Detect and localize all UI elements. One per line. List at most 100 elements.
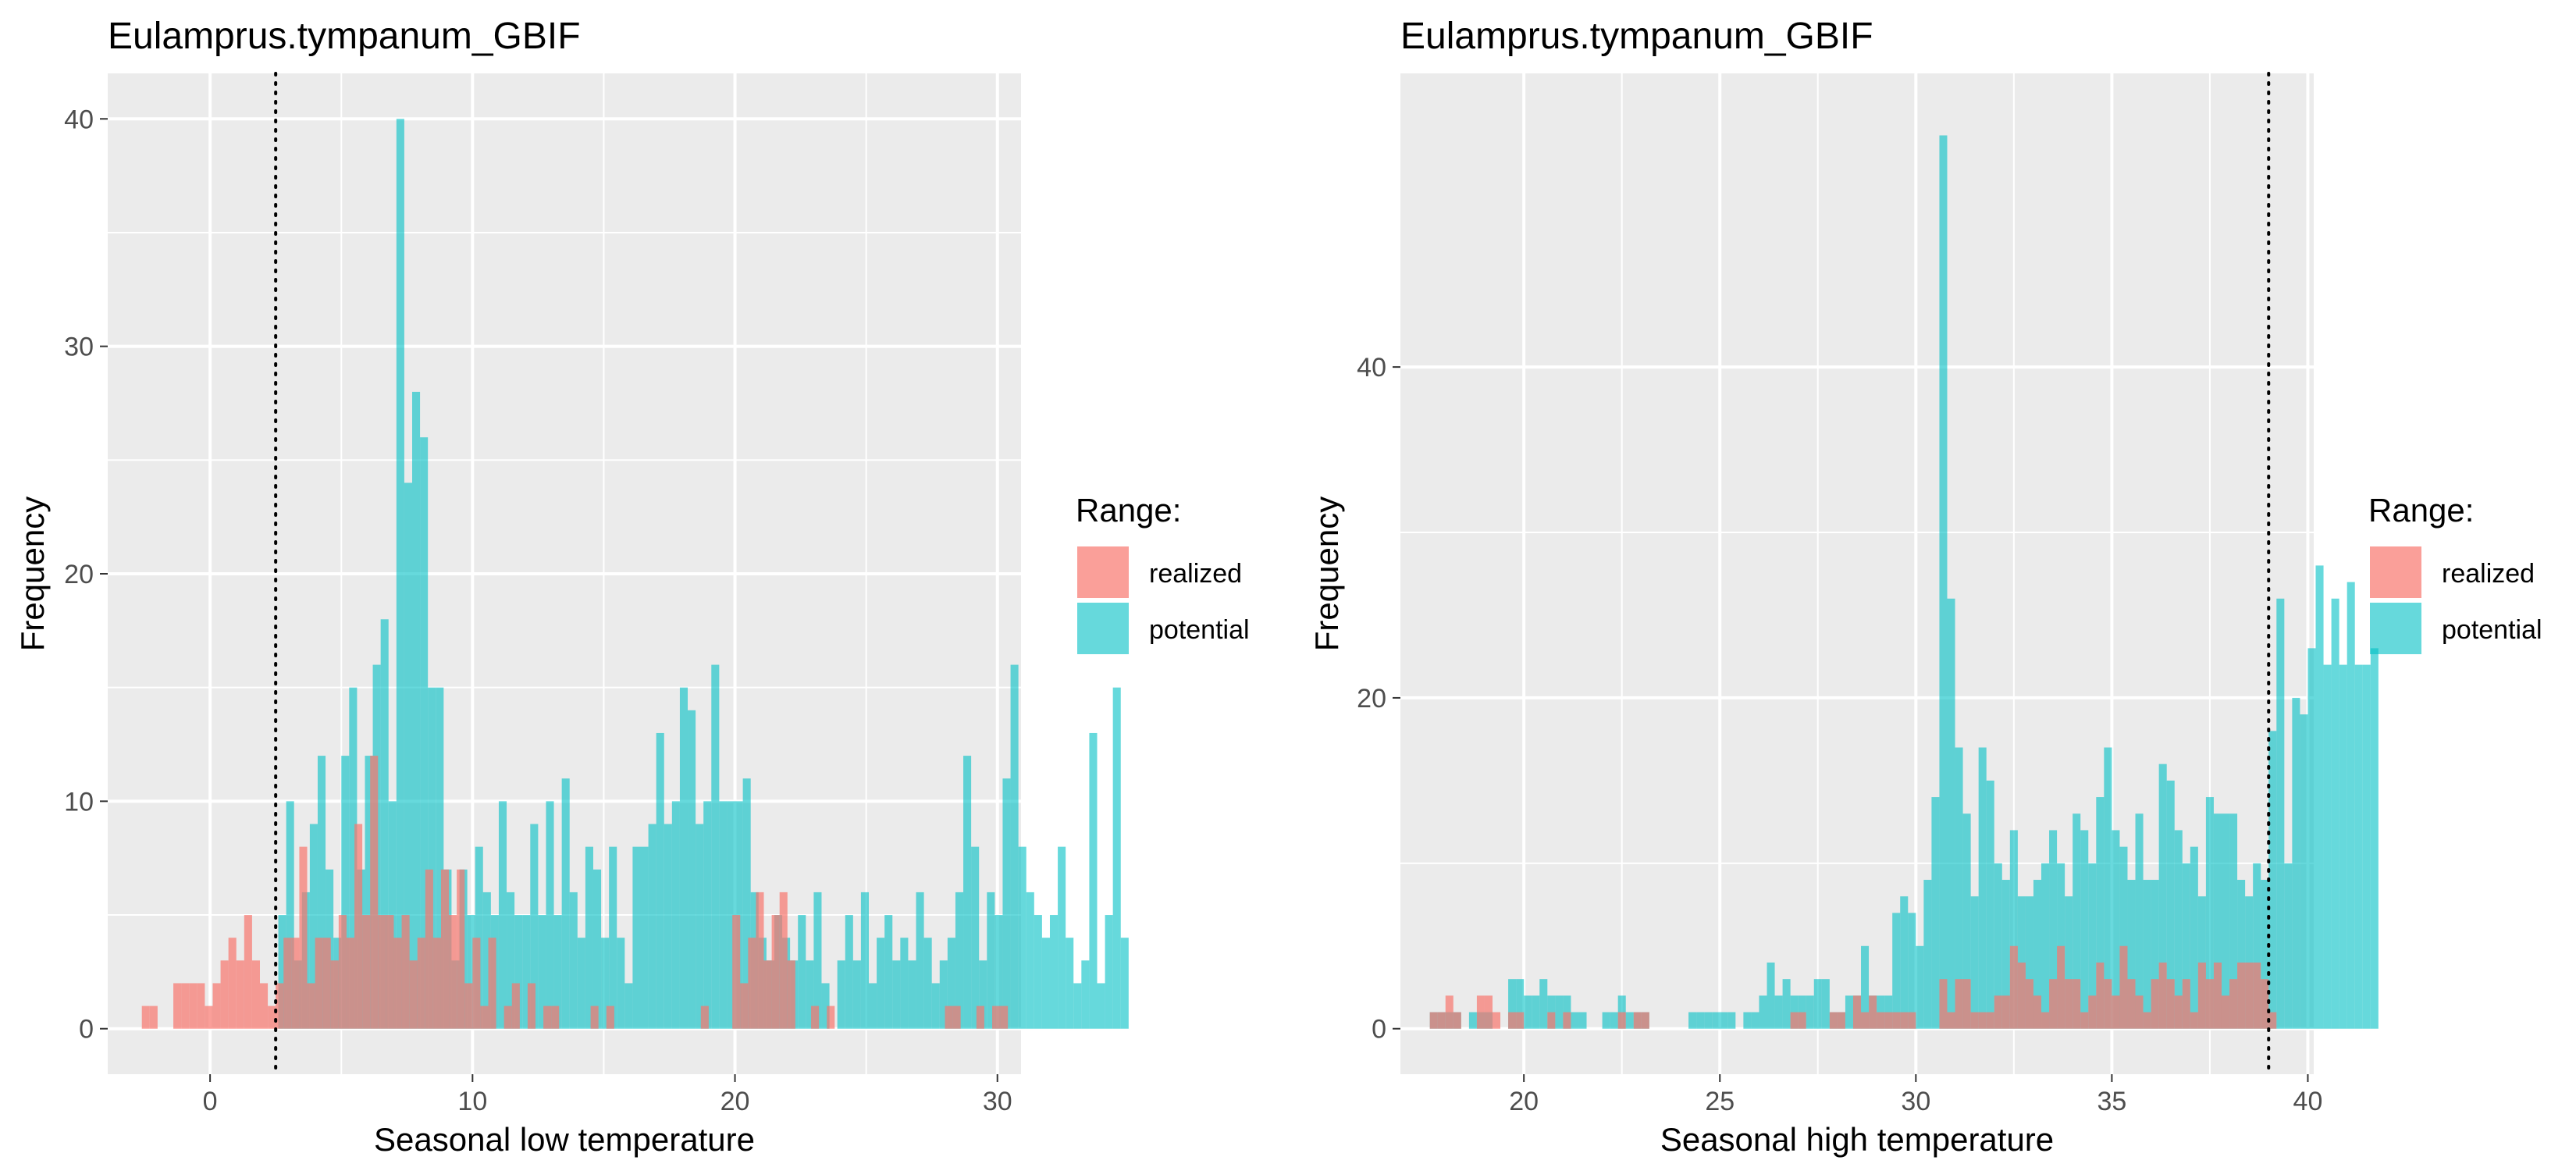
bar-potential: [727, 801, 735, 1029]
bar-potential: [2143, 880, 2151, 1029]
bar-potential: [1861, 945, 1870, 1029]
bar-realized: [763, 960, 772, 1029]
bar-potential: [1970, 896, 1979, 1029]
bar-potential: [923, 938, 932, 1029]
bar-realized: [2088, 995, 2097, 1029]
bar-realized: [276, 983, 284, 1029]
x-tick-label: 40: [2293, 1087, 2323, 1116]
bar-potential: [522, 915, 531, 1029]
bar-potential: [2205, 797, 2214, 1029]
bar-potential: [1767, 962, 1775, 1029]
bar-realized: [1445, 995, 1453, 1029]
bar-realized: [2025, 979, 2033, 1029]
bar-realized: [236, 960, 244, 1029]
bar-realized: [2119, 945, 2128, 1029]
bar-potential: [349, 687, 358, 1029]
bar-potential: [632, 846, 641, 1029]
x-tick-label: 20: [1509, 1087, 1539, 1116]
bar-potential: [2033, 880, 2042, 1029]
bar-potential: [2284, 863, 2293, 1029]
axis-ticks: 20 25 30 35 40 0 20 40: [1357, 353, 2322, 1116]
bar-realized: [2080, 1012, 2089, 1029]
bar-potential: [1120, 938, 1129, 1029]
bar-realized: [1429, 1012, 1438, 1029]
bar-realized: [945, 1005, 953, 1029]
bar-realized: [1900, 1012, 1909, 1029]
bar-potential: [1026, 892, 1034, 1029]
bar-realized: [2104, 979, 2112, 1029]
y-tick-label: 20: [64, 560, 94, 589]
bar-potential: [931, 983, 940, 1029]
bar-potential: [837, 960, 845, 1029]
bar-potential: [2182, 863, 2190, 1029]
bar-potential: [1939, 135, 1948, 1029]
bar-realized: [315, 938, 323, 1029]
bar-realized: [1892, 1012, 1901, 1029]
bar-potential: [711, 664, 720, 1029]
bar-potential: [2041, 863, 2050, 1029]
bar-potential: [2354, 664, 2363, 1029]
bar-potential: [2370, 648, 2379, 1029]
bar-potential: [1813, 979, 1822, 1029]
bar-potential: [2127, 880, 2136, 1029]
bars: [141, 119, 1129, 1029]
bar-realized: [291, 938, 300, 1029]
bar-potential: [979, 960, 987, 1029]
bar-realized: [354, 824, 363, 1029]
bar-potential: [1994, 863, 2002, 1029]
bar-realized: [1978, 1012, 1987, 1029]
bar-potential: [1081, 960, 1090, 1029]
bar-realized: [472, 938, 481, 1029]
legend-title: Range:: [2368, 492, 2474, 529]
bar-realized: [2174, 995, 2183, 1029]
bar-potential: [546, 801, 554, 1029]
bar-realized: [2143, 1012, 2151, 1029]
x-axis-title: Seasonal low temperature: [374, 1121, 755, 1158]
y-tick-label: 10: [64, 787, 94, 817]
bar-realized: [551, 1005, 560, 1029]
bar-realized: [1476, 995, 1485, 1029]
bar-potential: [648, 824, 656, 1029]
bar-realized: [386, 915, 394, 1029]
bar-potential: [877, 938, 885, 1029]
bar-realized: [811, 1005, 820, 1029]
bar-potential: [2362, 664, 2371, 1029]
bar-realized: [2041, 1012, 2050, 1029]
bar-potential: [2135, 813, 2144, 1029]
bar-realized: [2245, 962, 2254, 1029]
bar-potential: [553, 915, 562, 1029]
legend-key-potential: [1077, 603, 1129, 654]
bar-realized: [503, 1005, 512, 1029]
bar-potential: [514, 915, 523, 1029]
bar-realized: [748, 938, 756, 1029]
bar-potential: [365, 756, 373, 1029]
bar-potential: [2049, 830, 2058, 1029]
bar-realized: [2033, 995, 2042, 1029]
bar-realized: [543, 1005, 552, 1029]
bar-realized: [2190, 1012, 2198, 1029]
bar-potential: [1908, 913, 1916, 1029]
bar-potential: [624, 983, 633, 1029]
bar-potential: [1720, 1012, 1728, 1029]
bar-potential: [1751, 1012, 1759, 1029]
bar-potential: [1041, 938, 1050, 1029]
bar-potential: [380, 619, 389, 1029]
bar-potential: [2080, 830, 2089, 1029]
bar-potential: [1696, 1012, 1705, 1029]
bar-potential: [1712, 1012, 1720, 1029]
bar-potential: [2001, 880, 2010, 1029]
bar-potential: [2158, 763, 2167, 1029]
bar-potential: [688, 710, 696, 1029]
bar-realized: [2205, 979, 2214, 1029]
y-tick-label: 40: [64, 105, 94, 134]
bar-potential: [2151, 880, 2159, 1029]
bar-realized: [378, 915, 386, 1029]
x-tick-label: 0: [203, 1087, 218, 1116]
bar-realized: [425, 869, 433, 1029]
bar-realized: [2158, 962, 2167, 1029]
bar-potential: [900, 938, 909, 1029]
bar-potential: [561, 778, 570, 1029]
bar-potential: [286, 801, 294, 1029]
bar-realized: [740, 983, 749, 1029]
bar-potential: [1900, 896, 1909, 1029]
